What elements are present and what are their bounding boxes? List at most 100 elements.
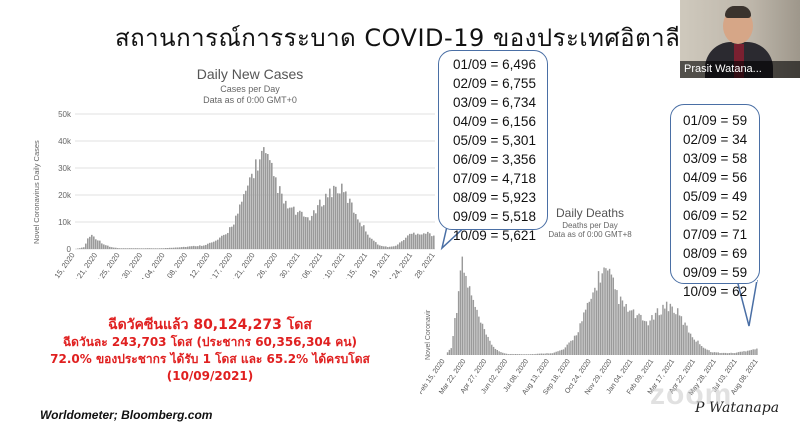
cases-bar [245,190,247,249]
deaths-bar [710,352,712,355]
deaths-bar [560,349,563,355]
deaths-bar [656,308,659,355]
deaths-bar [678,315,681,355]
cases-bar [259,159,261,249]
cases-bar [83,247,85,249]
cases-bar [189,246,191,249]
deaths-bar [754,349,756,355]
deaths-bar [717,352,719,355]
deaths-bar [629,310,631,355]
deaths-bar [452,336,454,355]
deaths-bar [752,349,754,355]
deaths-bar [584,309,587,355]
cases-chart-note: Data as of 0:00 GMT+0 [203,95,297,105]
cases-bar [367,234,369,249]
deaths-bar [632,309,635,355]
cases-bar [271,162,273,249]
cases-bar [293,206,295,249]
cases-bar [101,243,103,249]
cases-bar [109,246,111,249]
deaths-bar [513,354,515,355]
cases-bar [127,248,129,249]
cases-bar [309,220,311,249]
participant-video-tile[interactable]: Prasit Watana... [680,0,800,78]
deaths-bar [529,354,532,355]
deaths-bar [734,353,736,355]
cases-xtick-label: Feb 15, 2020 [44,251,77,279]
deaths-bar [640,314,642,355]
deaths-bar [507,354,510,355]
deaths-bar [592,292,594,355]
cases-bar [169,247,171,249]
deaths-bar [546,353,548,355]
cases-bar [427,231,429,249]
cases-bar [135,248,137,249]
deaths-bar [643,320,646,355]
deaths-bar [538,353,541,355]
cases-bar [269,160,271,249]
cases-bar [183,246,185,249]
cases-bar [91,234,93,249]
deaths-bar [527,354,530,355]
cases-bar [323,205,325,249]
cases-bar [129,248,131,249]
cases-bar [107,245,109,249]
cases-bar [227,232,229,249]
deaths-bar [691,337,694,355]
cases-bar [363,225,365,249]
cases-bar [239,204,241,249]
cases-bar [195,246,197,249]
deaths-bar [745,351,747,355]
cases-bar [283,203,285,249]
deaths-bar [688,332,690,355]
cases-bar [343,192,345,249]
cases-callout-row: 02/09 = 6,755 [453,76,536,91]
cases-bar [149,248,151,249]
cases-bar [407,235,409,249]
cases-bar [187,246,189,249]
cases-bar [231,226,233,249]
cases-bar [305,217,307,249]
cases-bar [173,247,175,249]
cases-bar [431,236,433,249]
deaths-bar [505,353,508,355]
deaths-bar [531,354,533,355]
cases-bar [273,176,275,249]
cases-callout-row: 01/09 = 6,496 [453,57,536,72]
cases-bar [401,241,403,249]
deaths-bar [669,303,672,355]
cases-bar [295,214,297,249]
cases-callout: 01/09 = 6,496 02/09 = 6,755 03/09 = 6,734 0… [438,50,548,243]
deaths-bar [479,322,482,355]
deaths-bar [649,320,651,355]
cases-bar [379,245,381,249]
deaths-bar [579,323,581,355]
deaths-callout-row: 09/09 = 59 [683,265,748,280]
deaths-bar [756,348,758,355]
deaths-bar [496,349,498,355]
deaths-bar [533,354,535,355]
deaths-bar [711,352,714,355]
cases-bar [121,248,123,249]
cases-bar [383,246,385,249]
deaths-bar [456,312,458,355]
deaths-bar [526,354,528,355]
cases-callout-row: 08/09 = 5,923 [453,190,536,205]
deaths-bar [562,349,565,355]
deaths-bar [537,353,539,355]
cases-bar [253,178,255,249]
cases-bar [175,247,177,249]
cases-bar [267,154,269,249]
cases-bar [381,245,383,249]
deaths-callout-row: 07/09 = 71 [683,227,748,242]
deaths-bar [586,302,589,355]
cases-bar [325,193,327,249]
cases-bar [197,246,199,249]
deaths-chart-note: Data as of 0:00 GMT+8 [548,230,632,239]
cases-bar [133,248,135,249]
cases-callout-row: 03/09 = 6,734 [453,95,536,110]
deaths-bar [750,349,753,355]
cases-bar [321,206,323,249]
deaths-bar [511,353,513,355]
deaths-bar [450,348,452,355]
